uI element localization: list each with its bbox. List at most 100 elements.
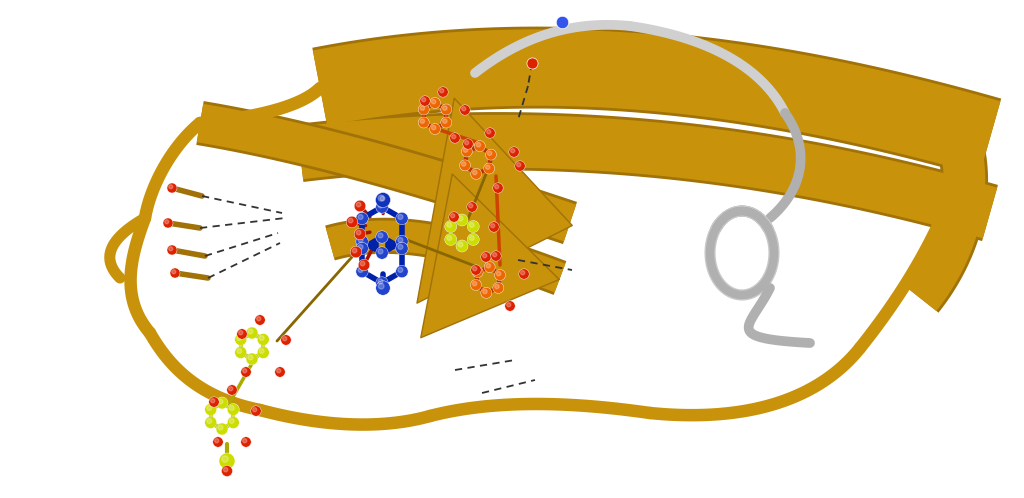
Circle shape — [474, 268, 478, 273]
Circle shape — [243, 439, 247, 443]
Circle shape — [444, 234, 457, 246]
Circle shape — [451, 214, 455, 218]
Circle shape — [165, 220, 169, 224]
Circle shape — [169, 185, 173, 189]
Circle shape — [346, 216, 357, 228]
Circle shape — [172, 270, 176, 274]
Circle shape — [222, 456, 228, 462]
Circle shape — [276, 369, 281, 373]
Circle shape — [485, 149, 497, 160]
Circle shape — [356, 212, 369, 225]
Circle shape — [509, 147, 519, 157]
Circle shape — [356, 265, 369, 278]
Circle shape — [442, 119, 447, 124]
Circle shape — [167, 245, 177, 255]
Circle shape — [211, 398, 215, 403]
Circle shape — [442, 106, 447, 111]
Circle shape — [356, 243, 369, 254]
Circle shape — [376, 277, 388, 289]
Circle shape — [352, 248, 357, 253]
Circle shape — [444, 221, 457, 233]
Circle shape — [358, 215, 364, 220]
Circle shape — [376, 247, 388, 259]
Circle shape — [484, 128, 496, 138]
Circle shape — [482, 289, 487, 294]
Circle shape — [449, 212, 459, 222]
Circle shape — [218, 425, 223, 430]
Circle shape — [216, 423, 228, 435]
Circle shape — [422, 98, 426, 102]
Circle shape — [229, 419, 234, 423]
Circle shape — [169, 247, 173, 251]
Circle shape — [259, 349, 264, 354]
Circle shape — [398, 238, 402, 243]
Circle shape — [398, 267, 402, 272]
Circle shape — [246, 327, 258, 339]
Circle shape — [418, 104, 429, 115]
Circle shape — [163, 218, 173, 228]
Circle shape — [471, 168, 481, 179]
Circle shape — [205, 416, 217, 428]
Circle shape — [497, 271, 501, 276]
Circle shape — [517, 163, 521, 167]
Circle shape — [213, 437, 223, 447]
Circle shape — [207, 405, 212, 410]
Circle shape — [358, 267, 364, 272]
Circle shape — [452, 134, 456, 139]
Circle shape — [490, 224, 495, 228]
Circle shape — [485, 165, 489, 169]
Circle shape — [505, 301, 515, 311]
Circle shape — [281, 335, 291, 345]
Circle shape — [471, 265, 481, 275]
Circle shape — [215, 439, 219, 443]
Circle shape — [348, 218, 353, 223]
Circle shape — [167, 183, 177, 193]
Circle shape — [378, 233, 383, 238]
Circle shape — [257, 334, 269, 346]
Circle shape — [431, 100, 436, 104]
Circle shape — [460, 160, 471, 171]
Circle shape — [380, 196, 385, 201]
Circle shape — [398, 245, 402, 249]
Circle shape — [243, 369, 247, 373]
Circle shape — [493, 183, 503, 193]
Circle shape — [467, 234, 479, 246]
Circle shape — [205, 403, 217, 415]
Circle shape — [460, 105, 470, 115]
Circle shape — [358, 259, 370, 271]
Circle shape — [246, 353, 258, 365]
Circle shape — [209, 397, 219, 407]
Circle shape — [248, 329, 253, 334]
Circle shape — [207, 419, 212, 423]
Circle shape — [487, 151, 492, 155]
Circle shape — [481, 252, 492, 262]
Circle shape — [237, 336, 242, 341]
Circle shape — [490, 251, 501, 261]
Circle shape — [376, 201, 388, 213]
Circle shape — [482, 253, 486, 258]
Circle shape — [473, 170, 477, 175]
Circle shape — [467, 221, 479, 233]
Circle shape — [438, 87, 449, 97]
Circle shape — [469, 223, 474, 228]
Circle shape — [450, 133, 460, 143]
Circle shape — [228, 386, 232, 391]
Circle shape — [507, 303, 511, 307]
Circle shape — [420, 119, 425, 124]
Circle shape — [429, 124, 440, 134]
Circle shape — [440, 117, 452, 128]
Circle shape — [439, 89, 443, 93]
Circle shape — [488, 222, 500, 232]
Circle shape — [398, 215, 402, 220]
Circle shape — [378, 203, 383, 208]
Circle shape — [472, 266, 483, 277]
Circle shape — [234, 347, 247, 359]
Circle shape — [358, 245, 364, 249]
Circle shape — [253, 408, 257, 412]
Circle shape — [467, 202, 477, 212]
Circle shape — [486, 263, 490, 268]
Circle shape — [463, 148, 468, 152]
Circle shape — [493, 252, 497, 257]
Circle shape — [446, 223, 452, 228]
Circle shape — [462, 146, 472, 157]
